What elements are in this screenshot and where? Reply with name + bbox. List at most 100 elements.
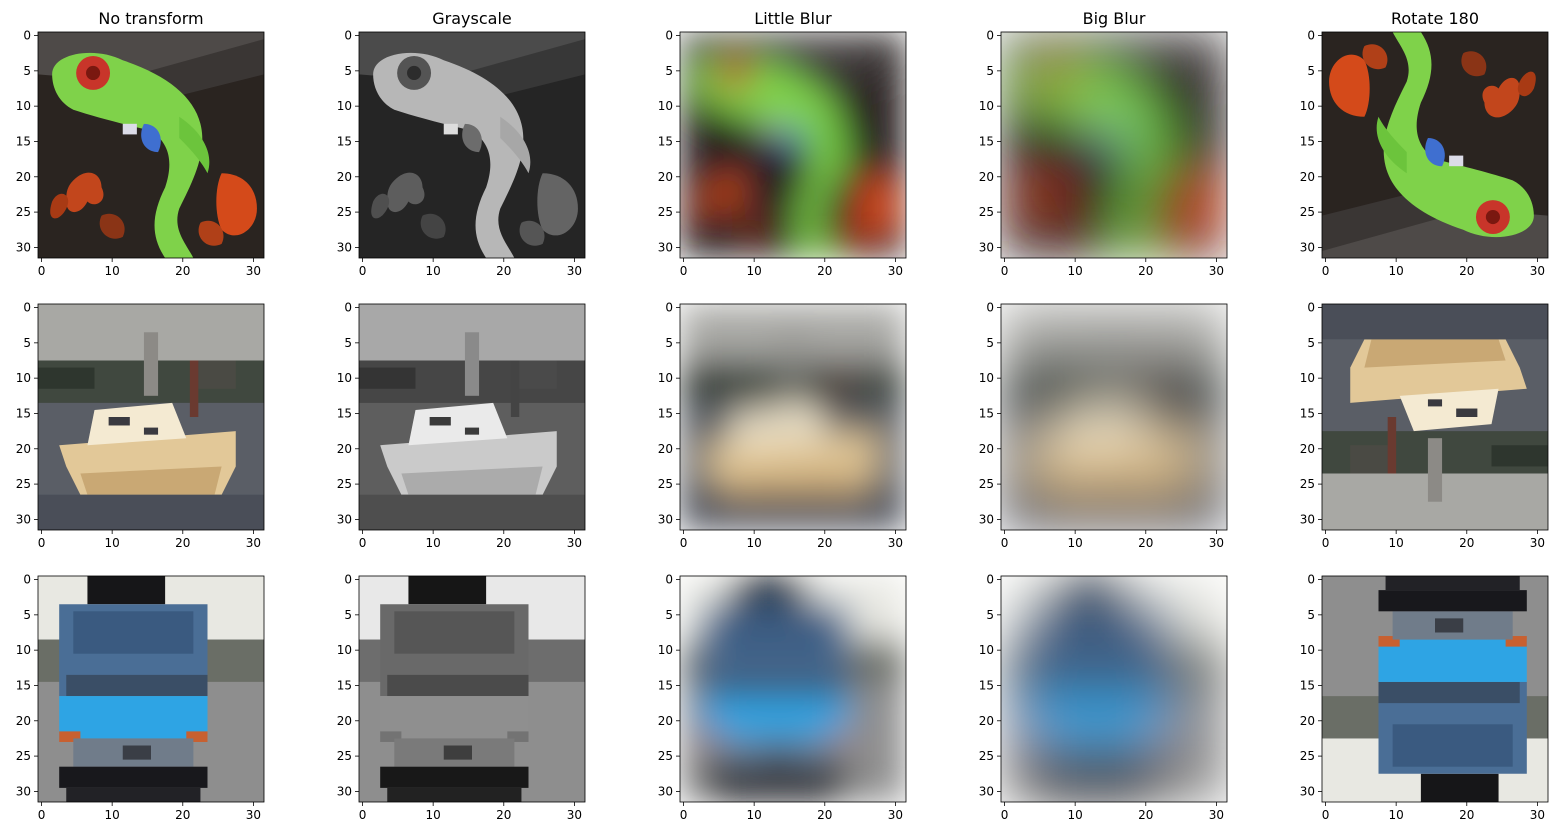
y-tick-label: 10 (16, 371, 31, 385)
x-tick-label: 0 (359, 264, 367, 278)
y-tick-label: 25 (16, 749, 31, 763)
frog-image (38, 32, 264, 258)
x-tick-label: 0 (1001, 536, 1009, 550)
y-tick-label: 20 (337, 442, 352, 456)
x-tick-label: 10 (1389, 536, 1404, 550)
x-tick-label: 30 (1209, 808, 1224, 822)
y-tick-label: 25 (979, 749, 994, 763)
y-tick-label: 15 (658, 678, 673, 692)
x-tick-label: 30 (1209, 264, 1224, 278)
x-tick-label: 30 (246, 264, 261, 278)
y-tick-label: 25 (658, 749, 673, 763)
y-tick-label: 15 (337, 406, 352, 420)
x-tick-label: 10 (1068, 536, 1083, 550)
y-tick-label: 25 (337, 477, 352, 491)
y-tick-label: 25 (658, 205, 673, 219)
x-tick-label: 30 (1209, 536, 1224, 550)
x-tick-label: 20 (1138, 264, 1153, 278)
boat-image (1322, 304, 1548, 530)
column-title: Little Blur (754, 9, 832, 28)
y-tick-label: 10 (658, 99, 673, 113)
panel-truck-1: 0 10 20 30 0 5 10 15 20 25 30 (337, 573, 585, 822)
x-tick-label: 20 (496, 808, 511, 822)
column-title: Grayscale (432, 9, 511, 28)
y-tick-label: 15 (979, 134, 994, 148)
y-tick-label: 20 (979, 714, 994, 728)
x-tick-label: 0 (1322, 808, 1330, 822)
panel-boat-2: 0 10 20 30 0 5 10 15 20 25 30 (658, 301, 906, 550)
x-tick-label: 30 (1530, 808, 1545, 822)
y-tick-label: 10 (1300, 371, 1315, 385)
y-tick-label: 10 (979, 371, 994, 385)
x-tick-label: 30 (246, 536, 261, 550)
y-tick-label: 5 (344, 336, 352, 350)
x-tick-label: 10 (747, 264, 762, 278)
y-tick-label: 5 (665, 336, 673, 350)
x-tick-label: 30 (246, 808, 261, 822)
y-tick-label: 10 (658, 371, 673, 385)
y-tick-label: 15 (658, 406, 673, 420)
y-tick-label: 25 (1300, 477, 1315, 491)
x-tick-label: 30 (888, 264, 903, 278)
y-tick-label: 5 (344, 64, 352, 78)
y-tick-label: 20 (16, 442, 31, 456)
x-tick-label: 30 (888, 808, 903, 822)
panel-boat-0: 0 10 20 30 0 5 10 15 20 25 30 (16, 301, 264, 550)
x-tick-label: 10 (1068, 808, 1083, 822)
panel-truck-2: 0 10 20 30051015202530 (658, 573, 906, 822)
x-tick-label: 30 (567, 264, 582, 278)
y-tick-label: 0 (665, 573, 673, 587)
y-tick-label: 30 (337, 784, 352, 798)
y-tick-label: 20 (337, 170, 352, 184)
x-tick-label: 10 (1389, 264, 1404, 278)
truck-image (1001, 576, 1227, 802)
y-tick-label: 20 (658, 714, 673, 728)
truck-image (359, 576, 585, 802)
y-tick-label: 0 (986, 29, 994, 43)
y-tick-label: 20 (658, 170, 673, 184)
y-tick-label: 25 (979, 205, 994, 219)
y-tick-label: 25 (337, 205, 352, 219)
panel-boat-4: 0 10 20 30051015202530 (1300, 301, 1548, 550)
y-tick-label: 15 (337, 678, 352, 692)
x-tick-label: 0 (1001, 808, 1009, 822)
truck-image (1322, 576, 1548, 802)
y-tick-label: 10 (337, 643, 352, 657)
y-tick-label: 10 (337, 99, 352, 113)
y-tick-label: 10 (1300, 99, 1315, 113)
x-tick-label: 0 (359, 808, 367, 822)
y-tick-label: 30 (979, 240, 994, 254)
x-tick-label: 20 (496, 264, 511, 278)
column-title: Big Blur (1083, 9, 1146, 28)
y-tick-label: 0 (344, 29, 352, 43)
y-tick-label: 20 (979, 170, 994, 184)
x-tick-label: 10 (747, 536, 762, 550)
x-tick-label: 0 (1322, 264, 1330, 278)
y-tick-label: 15 (979, 678, 994, 692)
y-tick-label: 30 (658, 240, 673, 254)
x-tick-label: 10 (426, 264, 441, 278)
frog-image (680, 32, 906, 258)
x-tick-label: 20 (1138, 536, 1153, 550)
x-tick-label: 10 (105, 536, 120, 550)
y-tick-label: 15 (337, 134, 352, 148)
boat-image (38, 304, 264, 530)
x-tick-label: 20 (1459, 808, 1474, 822)
y-tick-label: 0 (665, 29, 673, 43)
x-tick-label: 0 (38, 536, 46, 550)
y-tick-label: 30 (16, 240, 31, 254)
x-tick-label: 20 (175, 808, 190, 822)
y-tick-label: 0 (986, 301, 994, 315)
panel-boat-1: 0 10 20 30051015202530 (337, 301, 585, 550)
y-tick-label: 0 (23, 29, 31, 43)
y-tick-label: 20 (1300, 714, 1315, 728)
x-tick-label: 20 (1138, 808, 1153, 822)
y-tick-label: 5 (1307, 64, 1315, 78)
x-tick-label: 20 (817, 536, 832, 550)
y-tick-label: 25 (337, 749, 352, 763)
x-tick-label: 0 (1322, 536, 1330, 550)
y-tick-label: 5 (23, 64, 31, 78)
x-tick-label: 0 (38, 808, 46, 822)
x-tick-label: 30 (888, 536, 903, 550)
